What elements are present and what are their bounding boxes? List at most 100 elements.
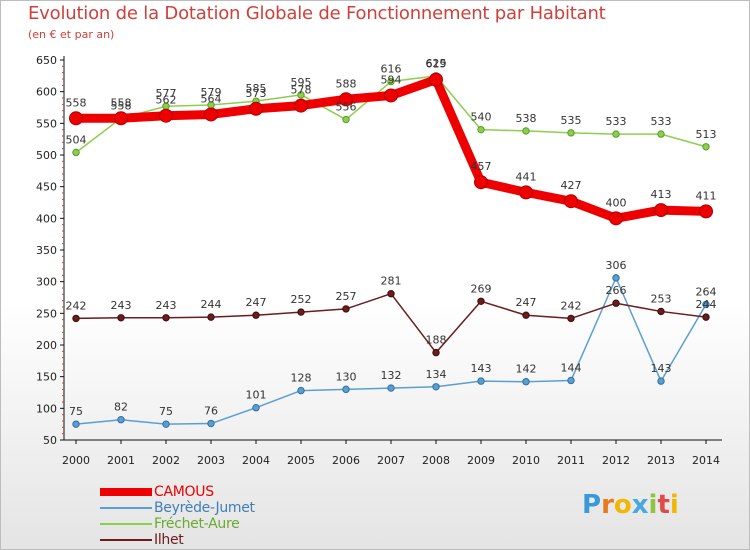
data-point-camous <box>339 92 353 107</box>
data-label-beyrede-jumet: 264 <box>696 285 717 298</box>
y-tick-label: 100 <box>36 402 57 415</box>
data-label-camous: 619 <box>426 58 447 71</box>
legend-swatch-camous <box>100 488 152 496</box>
data-point-ilhet <box>522 311 530 319</box>
data-label-beyrede-jumet: 134 <box>426 368 447 381</box>
data-label-beyrede-jumet: 76 <box>204 405 218 418</box>
data-label-ilhet: 253 <box>651 292 672 305</box>
data-point-camous <box>519 185 533 200</box>
data-label-camous: 441 <box>516 170 537 183</box>
x-tick-label: 2009 <box>467 454 495 467</box>
data-label-camous: 427 <box>561 179 582 192</box>
data-point-frechet-aure <box>477 125 485 134</box>
data-label-frechet-aure: 579 <box>201 86 222 99</box>
data-point-camous <box>384 88 398 103</box>
data-label-beyrede-jumet: 75 <box>69 405 83 418</box>
data-label-frechet-aure: 595 <box>291 76 312 89</box>
data-point-ilhet <box>252 311 260 319</box>
data-label-ilhet: 244 <box>696 298 717 311</box>
legend-swatch-frechet-aure <box>100 523 152 525</box>
data-point-ilhet <box>657 307 665 316</box>
data-label-beyrede-jumet: 130 <box>336 370 357 383</box>
data-point-ilhet <box>117 314 125 322</box>
x-tick-label: 2012 <box>602 454 630 467</box>
legend: CAMOUS Beyrède-Jumet Fréchet-Aure Ilhet <box>100 484 360 548</box>
data-label-frechet-aure: 535 <box>561 114 582 127</box>
data-point-ilhet <box>207 313 215 321</box>
data-label-beyrede-jumet: 143 <box>651 362 672 375</box>
data-point-beyrede-jumet <box>162 420 170 428</box>
data-label-ilhet: 252 <box>291 293 312 306</box>
y-tick-label: 550 <box>36 117 57 130</box>
data-point-beyrede-jumet <box>72 420 80 428</box>
data-point-ilhet <box>567 314 575 323</box>
data-label-frechet-aure: 540 <box>471 111 492 124</box>
x-tick-label: 2014 <box>692 454 720 467</box>
y-tick-label: 500 <box>36 149 57 162</box>
data-label-beyrede-jumet: 144 <box>561 361 582 374</box>
data-point-ilhet <box>477 297 485 305</box>
logo-letter: o <box>613 490 632 520</box>
chart-title: Evolution de la Dotation Globale de Fonc… <box>28 3 606 24</box>
data-point-frechet-aure <box>657 130 665 138</box>
x-tick-label: 2000 <box>62 454 90 467</box>
logo-letter: i <box>669 490 679 520</box>
data-label-camous: 411 <box>696 189 717 202</box>
data-point-frechet-aure <box>297 91 305 99</box>
legend-item-ilhet[interactable]: Ilhet <box>100 532 360 548</box>
data-label-beyrede-jumet: 143 <box>471 362 492 375</box>
data-label-ilhet: 243 <box>156 299 177 312</box>
data-label-frechet-aure: 533 <box>606 115 627 128</box>
logo-letter: x <box>631 490 649 520</box>
data-point-beyrede-jumet <box>387 384 395 392</box>
x-tick-label: 2013 <box>647 454 675 467</box>
y-tick-label: 450 <box>36 181 57 194</box>
data-label-camous: 413 <box>651 188 672 201</box>
legend-item-camous[interactable]: CAMOUS <box>100 484 360 500</box>
data-point-beyrede-jumet <box>522 378 530 386</box>
data-label-camous: 588 <box>336 77 357 90</box>
data-point-camous <box>249 101 263 116</box>
data-point-ilhet <box>162 314 170 322</box>
data-point-camous <box>204 107 218 122</box>
data-label-frechet-aure: 556 <box>336 101 357 114</box>
logo-letter: i <box>648 490 658 520</box>
y-tick-label: 300 <box>36 276 57 289</box>
y-tick-label: 200 <box>36 339 57 352</box>
data-point-beyrede-jumet <box>342 385 350 394</box>
data-point-beyrede-jumet <box>657 377 665 385</box>
data-point-ilhet <box>702 313 710 321</box>
data-label-camous: 594 <box>381 73 402 86</box>
data-point-camous <box>609 211 623 226</box>
data-point-frechet-aure <box>567 129 575 137</box>
legend-label-ilhet: Ilhet <box>154 532 184 548</box>
legend-item-beyrede-jumet[interactable]: Beyrède-Jumet <box>100 500 360 516</box>
data-point-camous <box>69 111 83 126</box>
data-point-ilhet <box>432 348 440 357</box>
data-point-frechet-aure <box>612 130 620 138</box>
data-label-frechet-aure: 558 <box>111 99 132 112</box>
y-tick-label: 150 <box>36 371 57 384</box>
data-point-camous <box>159 108 173 123</box>
data-point-beyrede-jumet <box>477 377 485 385</box>
data-label-ilhet: 269 <box>471 282 492 295</box>
logo-letter: P <box>582 490 602 520</box>
data-label-beyrede-jumet: 82 <box>114 401 128 414</box>
data-label-camous: 558 <box>66 96 87 109</box>
data-label-camous: 578 <box>291 84 312 97</box>
data-label-beyrede-jumet: 128 <box>291 372 312 385</box>
data-point-beyrede-jumet <box>252 404 260 412</box>
data-point-ilhet <box>612 299 620 307</box>
data-point-beyrede-jumet <box>117 416 125 424</box>
data-point-ilhet <box>387 290 395 298</box>
y-tick-label: 600 <box>36 86 57 99</box>
x-tick-label: 2001 <box>107 454 135 467</box>
data-label-ilhet: 188 <box>426 334 447 347</box>
data-label-ilhet: 247 <box>246 296 267 309</box>
legend-item-frechet-aure[interactable]: Fréchet-Aure <box>100 516 360 532</box>
data-point-ilhet <box>297 308 305 316</box>
x-tick-label: 2011 <box>557 454 585 467</box>
x-tick-label: 2002 <box>152 454 180 467</box>
data-label-frechet-aure: 538 <box>516 112 537 125</box>
y-tick-label: 350 <box>36 244 57 257</box>
